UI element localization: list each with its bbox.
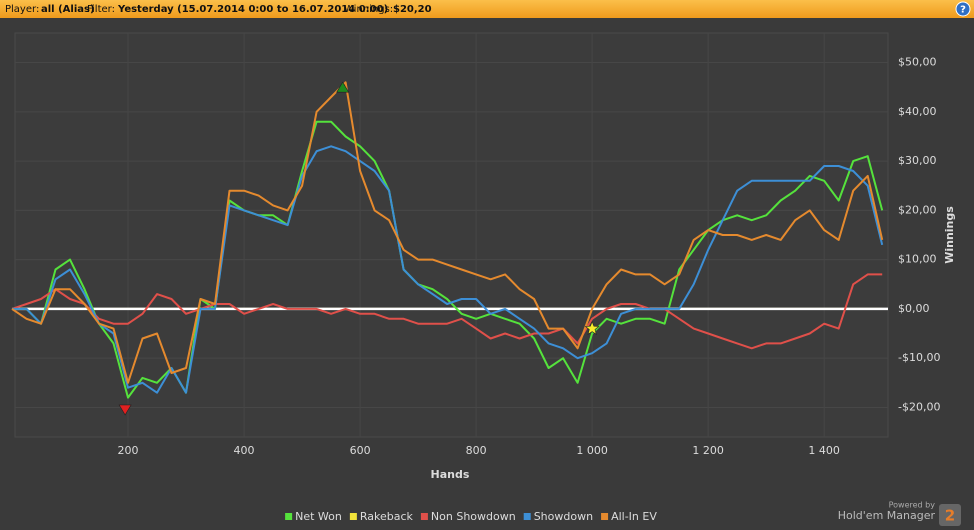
legend-item: All-In EV [601, 510, 657, 523]
x-tick-label: 1 000 [576, 444, 608, 457]
legend-label: All-In EV [611, 510, 657, 523]
x-tick-label: 400 [234, 444, 255, 457]
legend-label: Net Won [295, 510, 342, 523]
y-tick-label: -$20,00 [898, 400, 940, 413]
player-label: Player: [5, 4, 39, 15]
series-line [12, 120, 884, 399]
series-line [11, 273, 883, 350]
winnings-label: Winnings: [344, 4, 393, 15]
player: all (Alias) [41, 4, 95, 15]
legend-item: Showdown [523, 510, 593, 523]
legend-swatch [601, 513, 609, 520]
legend-label: Showdown [534, 510, 593, 523]
x-tick-label: 200 [118, 444, 139, 457]
legend-item: Net Won [285, 510, 342, 523]
header-bar [0, 0, 974, 18]
logo [939, 504, 961, 526]
y-tick-label: -$10,00 [898, 351, 940, 364]
y-tick-label: $10,00 [898, 253, 937, 266]
legend-label: Non Showdown [431, 510, 516, 523]
marker [584, 320, 600, 335]
legend-swatch [349, 513, 357, 520]
grid [15, 33, 888, 437]
y-tick-label: $0,00 [898, 302, 930, 315]
legend: Net Won Rakeback Non Showdown Showdown All-I… [285, 510, 657, 523]
x-tick-label: 1 400 [808, 444, 840, 457]
product-version: 2 [945, 507, 955, 525]
help-button[interactable] [955, 1, 971, 17]
y-tick-label: $20,00 [898, 203, 937, 216]
y-axis-label: Winnings [943, 206, 956, 264]
marker [118, 404, 132, 416]
plot-area [14, 32, 889, 438]
y-tick-label: $50,00 [898, 56, 937, 69]
powered-by: Powered by [889, 501, 936, 510]
legend-label: Rakeback [360, 510, 414, 523]
filter-label: Filter: [87, 4, 115, 15]
x-tick-label: 600 [350, 444, 371, 457]
legend-swatch [420, 513, 428, 520]
marker [336, 81, 350, 93]
series-line [11, 81, 884, 384]
help-icon[interactable]: ? [960, 5, 966, 16]
legend-item: Rakeback [349, 510, 414, 523]
legend-swatch [523, 513, 531, 520]
y-tick-label: $30,00 [898, 154, 937, 167]
winnings: $20,20 [393, 4, 432, 15]
series-line [12, 145, 884, 394]
legend-swatch [285, 513, 293, 520]
y-tick-label: $40,00 [898, 105, 937, 118]
x-tick-label: 800 [466, 444, 487, 457]
product-name: Hold'em Manager [838, 509, 936, 522]
header: Player: all (Alias) Filter: Yesterday (1… [0, 0, 974, 18]
branding: Powered by Hold'em Manager 2 [838, 501, 961, 526]
x-tick-label: 1 200 [692, 444, 724, 457]
filter: Yesterday (15.07.2014 0:00 to 16.07.2014… [117, 4, 388, 15]
legend-item: Non Showdown [420, 510, 516, 523]
x-axis-label: Hands [431, 468, 470, 481]
series-lines [11, 81, 888, 416]
